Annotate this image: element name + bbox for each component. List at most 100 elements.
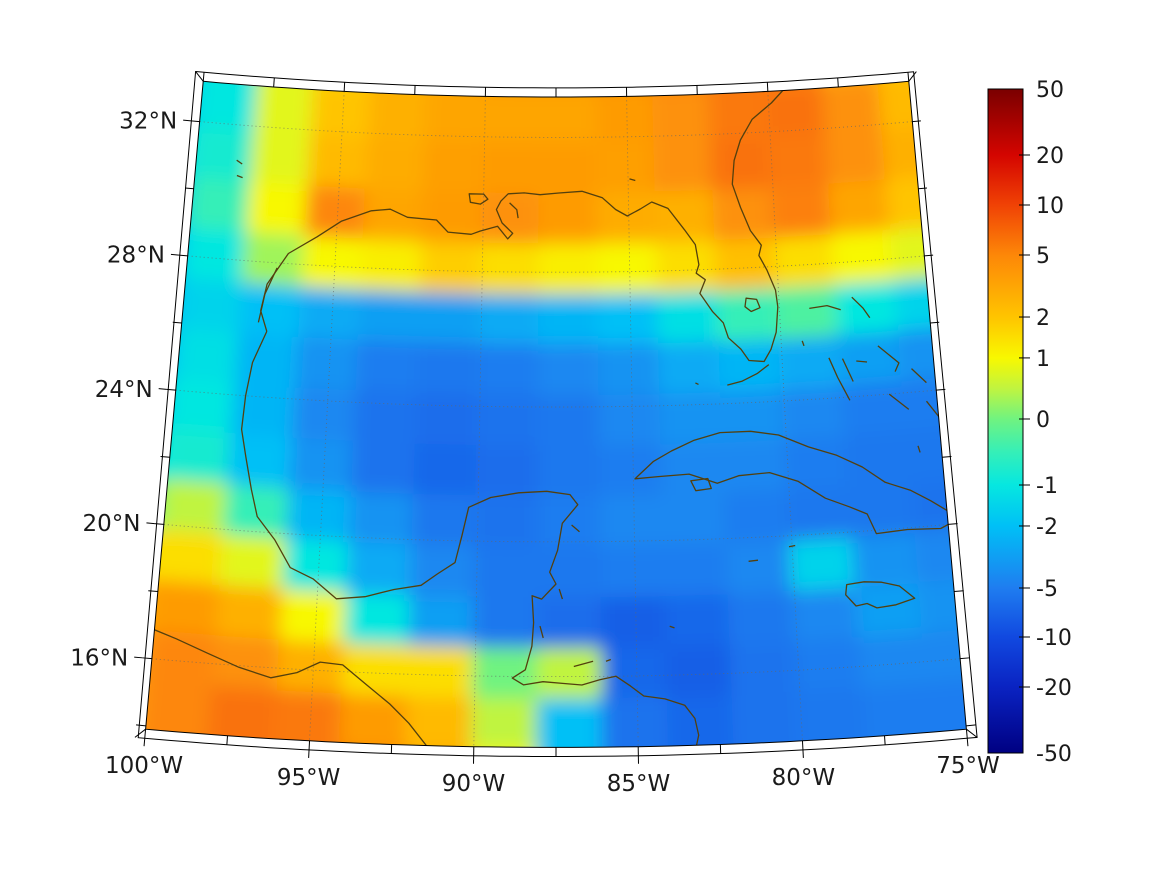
frame-corner [966, 728, 978, 738]
heat-cell [656, 290, 725, 351]
coastline-new-providence [856, 360, 868, 363]
heat-cell [599, 444, 669, 503]
heat-cell [288, 437, 360, 499]
heat-cell [481, 91, 545, 150]
heat-cell [409, 544, 481, 604]
heat-cell [343, 592, 416, 653]
heat-cell [476, 394, 544, 453]
coastline-lake-seminole [629, 178, 636, 182]
heat-cell [479, 192, 545, 251]
lon-tick-label: 85°W [607, 771, 671, 797]
colorbar-tick-label: -1 [1036, 474, 1058, 499]
heat-cell [419, 241, 486, 301]
coastline-ragged-island [917, 445, 921, 453]
axis-labels: 32°N 28°N 24°N 20°N 16°N 100°W 95°W 90°W 85°W 80°… [70, 108, 999, 796]
coastline-eleuthera [877, 345, 900, 372]
frame-rung-right [912, 120, 921, 123]
heat-cell [834, 280, 905, 342]
heat-cell [313, 81, 378, 95]
lat-tick [134, 656, 143, 659]
colorbar-tick-label: 2 [1036, 306, 1050, 331]
heat-cell [929, 17, 996, 80]
heat-cell [783, 435, 855, 497]
frame-rung-right [942, 455, 952, 458]
heat-cell [475, 445, 544, 504]
heat-cell [362, 188, 429, 249]
frame-rung-right [936, 388, 946, 391]
heat-cell [873, 81, 940, 86]
heat-cell [538, 243, 604, 301]
heat-cell [297, 286, 367, 348]
heat-cell [406, 645, 479, 705]
heat-cell [417, 291, 485, 351]
coastline-exuma [888, 393, 910, 410]
heat-cell [538, 293, 605, 352]
heat-cell [203, 736, 280, 748]
heat-cell [851, 531, 926, 595]
frame-rung-top [837, 77, 839, 88]
heat-cell [780, 385, 852, 447]
heat-cell [596, 141, 661, 200]
heat-cell [182, 227, 252, 290]
heat-cell [282, 538, 355, 600]
heat-cell [145, 81, 211, 84]
frame-rung-right [924, 254, 934, 257]
heat-cell [599, 494, 670, 554]
heat-cell [168, 378, 241, 441]
coastline-isla-de-la-juventud [690, 477, 712, 492]
heat-cell [786, 486, 859, 548]
heat-cell [233, 332, 304, 395]
frame-rung-right [930, 321, 940, 324]
heat-cell [764, 82, 831, 144]
heat-cell [658, 341, 727, 401]
colorbar-tick-label: -20 [1036, 676, 1072, 701]
frame-rung-top [907, 72, 910, 82]
heat-cell [145, 673, 154, 738]
coastline-layer [145, 86, 957, 748]
heat-cell [407, 595, 480, 655]
heat-cell [665, 644, 739, 704]
coastline-lake-pontchartrain [468, 193, 489, 205]
lon-tick-label: 80°W [772, 765, 836, 791]
lon-tick-label: 95°W [277, 765, 341, 791]
heat-cell [660, 442, 731, 502]
frame-rung-left [178, 254, 188, 257]
frame-outer [137, 70, 978, 757]
heat-cell [788, 536, 862, 598]
heat-cell [145, 573, 162, 638]
heat-cell [470, 697, 543, 748]
heat-cell [729, 641, 804, 702]
gridline-meridian [767, 91, 803, 741]
heat-cell [595, 90, 660, 149]
heat-cell [145, 271, 189, 335]
heat-cell [817, 81, 884, 90]
lat-tick [170, 253, 179, 256]
colorbar-tick-label: 1 [1036, 347, 1050, 372]
coastline-little-cayman [788, 544, 796, 548]
heat-cell [844, 431, 917, 494]
heat-cell [864, 733, 942, 748]
heat-cell [721, 439, 793, 500]
heat-cell [718, 338, 788, 399]
coastline-swan-island [669, 625, 675, 629]
lat-tick [146, 522, 155, 525]
heat-cell [854, 582, 930, 645]
frame-rung-left [166, 388, 176, 391]
coastline-grand-cayman [748, 559, 759, 562]
heat-cell [352, 390, 423, 451]
coastline-belize-cayes [539, 625, 544, 639]
lat-tick [183, 119, 192, 122]
heat-cell [272, 690, 348, 748]
coastline-chandeleur-islands [509, 202, 519, 219]
coastline-pacific-coast [145, 607, 429, 748]
heat-cell [536, 546, 607, 605]
heat-cell [723, 490, 796, 551]
frame-corner [195, 71, 204, 82]
lon-tick [143, 738, 146, 747]
heat-cell [831, 229, 901, 292]
lon-tick-label: 75°W [936, 753, 1000, 779]
heat-cell [473, 546, 544, 605]
heat-cell [364, 138, 431, 198]
lat-tick-label: 24°N [95, 377, 153, 403]
colorbar-gradient [987, 88, 1024, 754]
